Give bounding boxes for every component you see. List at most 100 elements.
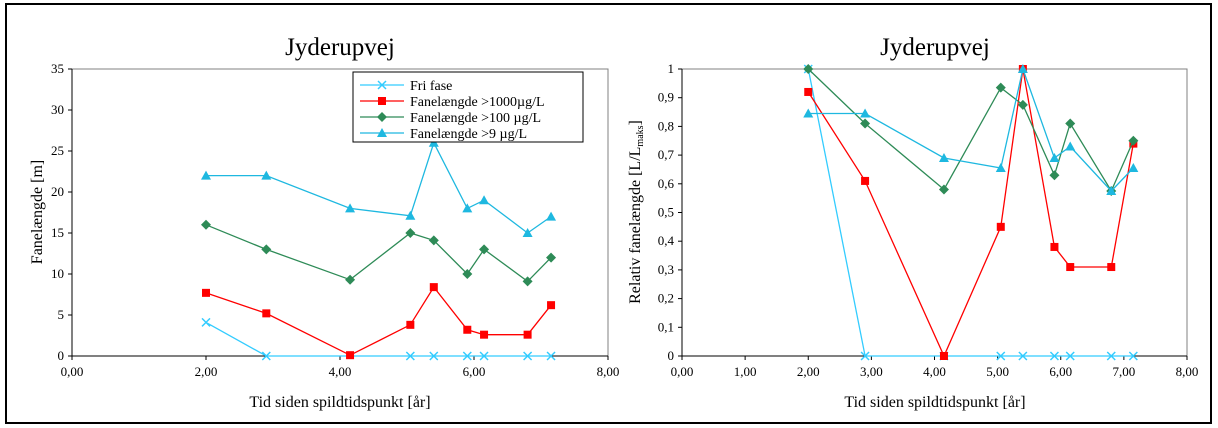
chart-relativ-fanelaengde: Jyderupvej Tid siden spildtidspunkt [år]… xyxy=(627,34,1198,411)
y-tick-label: 0,6 xyxy=(658,176,675,191)
data-point-square xyxy=(1066,263,1075,272)
y-tick-label: 0,9 xyxy=(658,90,674,105)
data-point-square xyxy=(346,351,355,360)
data-point-triangle xyxy=(462,203,473,213)
data-point-x xyxy=(546,351,556,361)
data-point-square xyxy=(262,309,271,318)
y-axis-label: Fanelængde [m] xyxy=(29,160,46,264)
x-tick-label: 5,00 xyxy=(986,364,1009,379)
legend: Fri fase Fanelængde >1000µg/L Fanelængde… xyxy=(352,71,584,143)
legend-label-1000: Fanelængde >1000µg/L xyxy=(410,95,545,110)
data-point-triangle xyxy=(860,108,871,118)
data-point-diamond xyxy=(860,118,871,129)
data-point-square xyxy=(996,222,1005,231)
data-point-x xyxy=(996,351,1006,361)
data-point-triangle xyxy=(1049,152,1060,162)
x-tick-label: 8,00 xyxy=(1176,364,1199,379)
legend-marker-triangle xyxy=(377,128,387,137)
data-point-diamond xyxy=(201,219,211,230)
y-tick-label: 0,1 xyxy=(658,319,674,334)
data-point-triangle xyxy=(1106,185,1117,195)
data-point-x xyxy=(405,351,415,361)
data-point-triangle xyxy=(546,211,557,221)
x-tick-label: 7,00 xyxy=(1113,364,1136,379)
data-point-diamond xyxy=(479,244,490,255)
chart-title: Jyderupvej xyxy=(285,34,395,61)
data-point-x xyxy=(479,351,489,361)
data-point-x xyxy=(860,351,870,361)
data-point-triangle xyxy=(1065,141,1076,151)
y-tick-label: 0,8 xyxy=(658,118,674,133)
data-point-diamond xyxy=(428,235,439,246)
data-point-triangle xyxy=(201,170,211,180)
series-line-triangle xyxy=(206,141,552,234)
data-point-square xyxy=(804,87,813,96)
data-point-diamond xyxy=(522,276,533,287)
data-point-triangle xyxy=(345,203,356,213)
data-point-diamond xyxy=(995,82,1006,93)
data-point-triangle xyxy=(1128,163,1139,173)
data-point-diamond xyxy=(462,269,473,279)
data-point-triangle xyxy=(405,210,416,220)
x-tick-label: 3,00 xyxy=(860,364,883,379)
data-point-diamond xyxy=(1128,135,1139,146)
legend-label-fri-fase: Fri fase xyxy=(410,79,452,94)
y-tick-label: 15 xyxy=(51,225,64,240)
x-axis-label: Tid siden spildtidspunkt [år] xyxy=(249,394,430,411)
y-tick-label: 0 xyxy=(58,348,65,363)
data-point-diamond xyxy=(261,244,272,255)
data-point-square xyxy=(939,352,948,360)
data-point-triangle xyxy=(522,228,533,237)
data-point-diamond xyxy=(938,184,949,195)
data-point-triangle xyxy=(1017,64,1028,73)
x-tick-label: 2,00 xyxy=(797,364,820,379)
data-point-diamond xyxy=(1017,99,1028,110)
series-line-x xyxy=(205,321,551,357)
data-point-square xyxy=(202,288,210,297)
data-point-square xyxy=(547,301,556,310)
data-point-square xyxy=(1107,263,1116,272)
y-tick-label: 5 xyxy=(58,307,65,322)
x-tick-label: 0,00 xyxy=(671,364,694,379)
plot-area xyxy=(681,68,1188,357)
y-tick-label: 1 xyxy=(668,61,675,76)
data-point-square xyxy=(480,330,489,339)
x-tick-label: 4,00 xyxy=(923,364,946,379)
data-point-triangle xyxy=(803,108,814,118)
series-line-diamond xyxy=(205,224,552,283)
data-point-diamond xyxy=(405,228,416,238)
data-point-square xyxy=(463,325,472,334)
data-point-diamond xyxy=(546,252,557,263)
data-point-triangle xyxy=(938,152,949,162)
data-point-x xyxy=(261,351,271,361)
series-group xyxy=(201,137,557,361)
data-point-diamond xyxy=(803,64,814,74)
legend-markers xyxy=(360,80,404,137)
legend-marker-x xyxy=(377,80,387,90)
series-line-x xyxy=(807,68,1134,357)
chart-fanelaengde: Jyderupvej Tid siden spildtidspunkt [år]… xyxy=(29,34,619,411)
data-point-x xyxy=(1106,351,1116,361)
data-point-diamond xyxy=(1065,118,1076,129)
x-tick-label: 2,00 xyxy=(195,364,218,379)
data-point-square xyxy=(406,320,415,329)
data-point-square xyxy=(1050,242,1059,251)
data-point-triangle xyxy=(995,163,1006,173)
y-tick-label: 10 xyxy=(51,266,64,281)
y-tick-label: 0,2 xyxy=(658,291,674,306)
series-line-square xyxy=(205,285,552,356)
series-line-triangle xyxy=(808,66,1134,192)
data-point-x xyxy=(1018,351,1028,361)
x-tick-label: 4,00 xyxy=(329,364,352,379)
legend-label-100: Fanelængde >100 µg/L xyxy=(410,111,541,126)
axes: 0 5 10 15 20 25 30 35 0,00 2,00 4,00 6,00 8,00 xyxy=(51,61,619,379)
data-point-x xyxy=(1065,351,1075,361)
data-point-x xyxy=(523,351,533,361)
y-tick-label: 0,5 xyxy=(658,205,674,220)
data-point-square xyxy=(429,283,438,292)
x-tick-label: 6,00 xyxy=(1049,364,1072,379)
x-tick-label: 8,00 xyxy=(597,364,620,379)
series-line-diamond xyxy=(807,68,1134,193)
data-point-diamond xyxy=(345,274,356,285)
